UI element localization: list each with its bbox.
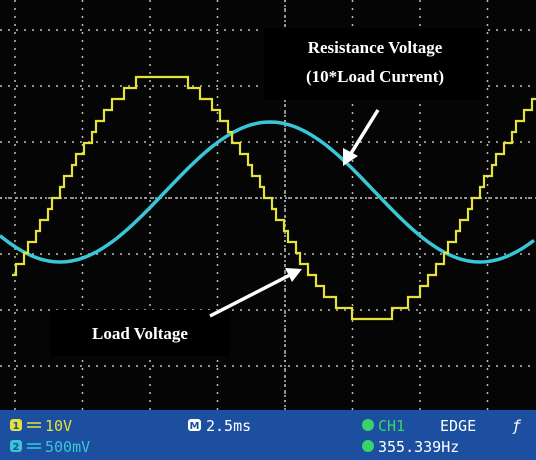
annotation-text: Load Voltage [92, 324, 188, 343]
trigger-source: CH1 [378, 417, 405, 435]
frequency: 355.339Hz [378, 438, 459, 456]
annotation-text: Resistance Voltage [308, 38, 443, 57]
annotation-text: (10*Load Current) [306, 67, 444, 86]
timebase-value: 2.5ms [206, 417, 251, 435]
trigger-icon [362, 419, 374, 431]
frequency-icon [362, 440, 374, 452]
badge-text: 2 [13, 442, 20, 453]
trigger-slope: ƒ [512, 417, 522, 435]
badge-text: 1 [13, 421, 20, 432]
badge-text: M [190, 421, 200, 432]
trigger-mode: EDGE [440, 417, 476, 435]
scope-screen: Resistance Voltage (10*Load Current) Loa… [0, 0, 536, 460]
ch1-scale: 10V [45, 417, 72, 435]
ch2-scale: 500mV [45, 438, 90, 456]
